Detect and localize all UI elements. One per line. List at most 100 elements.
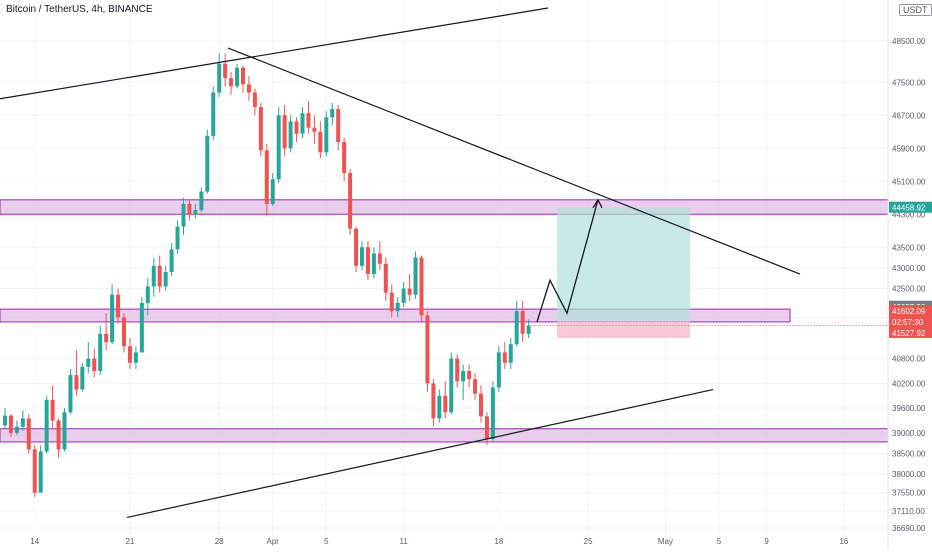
- candle-body: [98, 333, 103, 371]
- candle: [360, 241, 364, 270]
- candle-body: [199, 191, 204, 211]
- price-label-box: [889, 305, 932, 316]
- candle: [294, 117, 299, 143]
- candle: [151, 257, 156, 297]
- currency-button[interactable]: USDT: [899, 4, 932, 16]
- candle: [306, 100, 311, 134]
- candle: [50, 385, 55, 429]
- long-position-tool[interactable]: [531, 207, 888, 338]
- candle: [413, 251, 418, 299]
- candles: [3, 53, 531, 497]
- candle: [354, 226, 359, 272]
- candle-body: [181, 203, 186, 227]
- y-tick-label: 38000.00: [892, 470, 926, 479]
- candle: [157, 255, 162, 293]
- candle: [449, 352, 454, 415]
- candle: [26, 414, 31, 454]
- candle: [300, 107, 305, 138]
- candle: [467, 364, 472, 388]
- candle-body: [8, 415, 13, 433]
- lower-trendline[interactable]: [126, 388, 714, 519]
- upper-trendline[interactable]: [0, 7, 549, 100]
- candle: [336, 104, 341, 151]
- candle: [437, 389, 442, 423]
- x-tick-label: 9: [764, 537, 769, 546]
- candle: [127, 338, 132, 369]
- candle-body: [365, 247, 370, 275]
- candle-body: [20, 418, 25, 427]
- candle: [110, 284, 115, 345]
- candle-body: [300, 113, 305, 134]
- price-label-last: 41602.09: [889, 305, 932, 316]
- candle-body: [86, 358, 91, 367]
- trendlines[interactable]: [0, 7, 801, 519]
- candle: [514, 300, 519, 347]
- x-tick-label: 25: [584, 537, 593, 546]
- candle: [246, 76, 251, 101]
- candle-body: [407, 288, 412, 295]
- candle-body: [484, 416, 489, 440]
- candle: [80, 362, 85, 392]
- y-tick-label: 37550.00: [892, 489, 926, 498]
- x-tick-label: 5: [324, 537, 329, 546]
- x-tick-label: 11: [399, 537, 408, 546]
- candle: [288, 115, 293, 153]
- candle: [8, 414, 13, 437]
- candle: [175, 220, 180, 254]
- resistance-zone[interactable]: [0, 199, 889, 215]
- descending-trendline[interactable]: [227, 47, 801, 275]
- y-tick-label: 45100.00: [892, 177, 926, 186]
- candle-body: [383, 263, 388, 293]
- candle-body: [348, 173, 353, 229]
- candle-body: [74, 375, 79, 390]
- candle: [520, 300, 525, 343]
- price-label-target: 44458.92: [889, 201, 932, 213]
- candle: [56, 418, 61, 458]
- candle: [74, 350, 79, 396]
- x-tick-label: 21: [125, 537, 134, 546]
- candle: [484, 412, 489, 446]
- candle-body: [467, 371, 472, 380]
- price-label-box: [889, 201, 932, 213]
- candle-body: [377, 253, 382, 264]
- candle-body: [306, 113, 311, 128]
- candle: [264, 144, 269, 217]
- candle: [187, 199, 192, 221]
- y-tick-label: 42500.00: [892, 285, 926, 294]
- candle-body: [496, 352, 501, 388]
- candle: [38, 445, 43, 493]
- stop-zone[interactable]: [557, 321, 690, 338]
- candle: [348, 168, 353, 235]
- candle: [133, 346, 138, 369]
- candle: [461, 364, 466, 400]
- candle-body: [157, 265, 162, 287]
- candle: [443, 381, 448, 419]
- candle: [116, 288, 121, 324]
- candle: [496, 346, 501, 392]
- candle-body: [288, 121, 293, 149]
- candle-body: [502, 352, 507, 363]
- support-zone[interactable]: [0, 428, 889, 443]
- x-tick-label: 18: [494, 537, 503, 546]
- candle-body: [80, 366, 85, 390]
- candle: [258, 102, 263, 157]
- candle: [3, 408, 7, 429]
- price-label-text: 44458.92: [892, 204, 926, 213]
- x-tick-label: 16: [839, 537, 848, 546]
- candle: [342, 137, 347, 182]
- projection-path[interactable]: [536, 199, 599, 323]
- candle: [104, 313, 109, 351]
- candle: [401, 282, 406, 308]
- candle-body: [526, 325, 531, 334]
- candle: [32, 445, 37, 497]
- price-label-box: [889, 316, 932, 327]
- candle: [44, 395, 49, 454]
- candle: [62, 408, 67, 452]
- target-zone[interactable]: [557, 207, 690, 322]
- candle-body: [264, 150, 269, 204]
- candle: [407, 274, 412, 301]
- candle-body: [413, 257, 418, 295]
- candle-body: [139, 302, 144, 353]
